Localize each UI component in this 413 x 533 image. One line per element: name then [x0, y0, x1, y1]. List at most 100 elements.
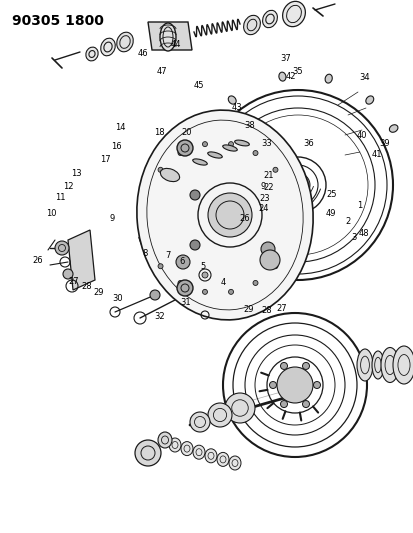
Text: 35: 35	[292, 68, 303, 76]
Circle shape	[228, 142, 233, 147]
Ellipse shape	[222, 145, 237, 151]
Circle shape	[260, 242, 274, 256]
Circle shape	[313, 382, 320, 389]
Text: 90305 1800: 90305 1800	[12, 14, 104, 28]
Text: 16: 16	[110, 142, 121, 151]
Ellipse shape	[192, 445, 204, 459]
Circle shape	[158, 167, 163, 172]
Circle shape	[202, 289, 207, 294]
Circle shape	[285, 173, 309, 197]
Ellipse shape	[158, 432, 171, 448]
Circle shape	[269, 382, 276, 389]
Ellipse shape	[159, 23, 176, 51]
Circle shape	[272, 167, 277, 172]
Ellipse shape	[85, 47, 98, 61]
Text: 47: 47	[156, 68, 166, 76]
Text: 46: 46	[137, 49, 148, 58]
Text: 6: 6	[179, 257, 184, 265]
Text: 36: 36	[302, 140, 313, 148]
Circle shape	[272, 264, 277, 269]
Ellipse shape	[278, 72, 285, 81]
Ellipse shape	[169, 438, 180, 452]
Circle shape	[202, 272, 207, 278]
Text: 38: 38	[243, 121, 254, 130]
Text: 12: 12	[63, 182, 74, 191]
Text: 37: 37	[280, 54, 290, 63]
Ellipse shape	[100, 38, 115, 56]
Text: 41: 41	[370, 150, 381, 159]
Ellipse shape	[392, 346, 413, 384]
Text: 7: 7	[165, 252, 170, 260]
Text: 39: 39	[378, 140, 389, 148]
Circle shape	[276, 367, 312, 403]
Text: 20: 20	[180, 128, 191, 136]
Ellipse shape	[389, 125, 397, 132]
Text: 28: 28	[261, 306, 272, 314]
Circle shape	[224, 393, 254, 423]
Ellipse shape	[365, 96, 373, 104]
Circle shape	[252, 280, 257, 286]
Circle shape	[176, 255, 190, 269]
Text: 43: 43	[231, 103, 242, 112]
Text: 25: 25	[325, 190, 336, 199]
Polygon shape	[147, 22, 192, 50]
Circle shape	[190, 240, 199, 250]
Circle shape	[207, 193, 252, 237]
Circle shape	[207, 403, 231, 427]
Polygon shape	[138, 234, 288, 293]
Ellipse shape	[204, 449, 216, 463]
Ellipse shape	[380, 348, 398, 383]
Circle shape	[177, 280, 192, 296]
Circle shape	[190, 412, 209, 432]
Circle shape	[63, 269, 73, 279]
Ellipse shape	[180, 442, 192, 456]
Text: 42: 42	[285, 72, 296, 80]
Text: 14: 14	[114, 124, 125, 132]
Circle shape	[302, 401, 309, 408]
Ellipse shape	[160, 168, 179, 182]
Text: 27: 27	[68, 277, 79, 286]
Text: 49: 49	[325, 209, 336, 217]
Ellipse shape	[137, 110, 312, 320]
Ellipse shape	[207, 152, 222, 158]
Text: 30: 30	[112, 294, 123, 303]
Text: 18: 18	[154, 128, 164, 136]
Text: 8: 8	[142, 249, 147, 257]
Text: 17: 17	[100, 156, 111, 164]
Text: 5: 5	[200, 262, 205, 271]
Circle shape	[135, 440, 161, 466]
Ellipse shape	[243, 15, 260, 35]
Text: 23: 23	[259, 194, 270, 203]
Ellipse shape	[324, 74, 332, 83]
Ellipse shape	[192, 159, 207, 165]
Circle shape	[55, 241, 69, 255]
Text: 26: 26	[238, 214, 249, 223]
Text: 22: 22	[262, 183, 273, 192]
Text: 26: 26	[33, 256, 43, 264]
Polygon shape	[138, 143, 288, 202]
Text: 34: 34	[358, 73, 369, 82]
Circle shape	[158, 264, 163, 269]
Text: 24: 24	[258, 205, 269, 213]
Text: 44: 44	[170, 40, 181, 49]
Text: 2: 2	[344, 217, 349, 225]
Ellipse shape	[371, 351, 383, 379]
Ellipse shape	[234, 140, 249, 146]
Circle shape	[280, 362, 287, 369]
Circle shape	[228, 289, 233, 294]
Circle shape	[280, 401, 287, 408]
Circle shape	[150, 290, 159, 300]
Text: 48: 48	[358, 229, 369, 238]
Text: 32: 32	[154, 312, 164, 320]
Text: 1: 1	[357, 201, 362, 209]
Circle shape	[259, 250, 279, 270]
Ellipse shape	[282, 2, 305, 27]
Text: 33: 33	[261, 140, 272, 148]
Text: 40: 40	[356, 132, 367, 140]
Ellipse shape	[262, 10, 277, 28]
Circle shape	[177, 140, 192, 156]
Circle shape	[178, 280, 183, 286]
Polygon shape	[68, 230, 95, 290]
Text: 11: 11	[55, 193, 65, 201]
Circle shape	[178, 150, 183, 156]
